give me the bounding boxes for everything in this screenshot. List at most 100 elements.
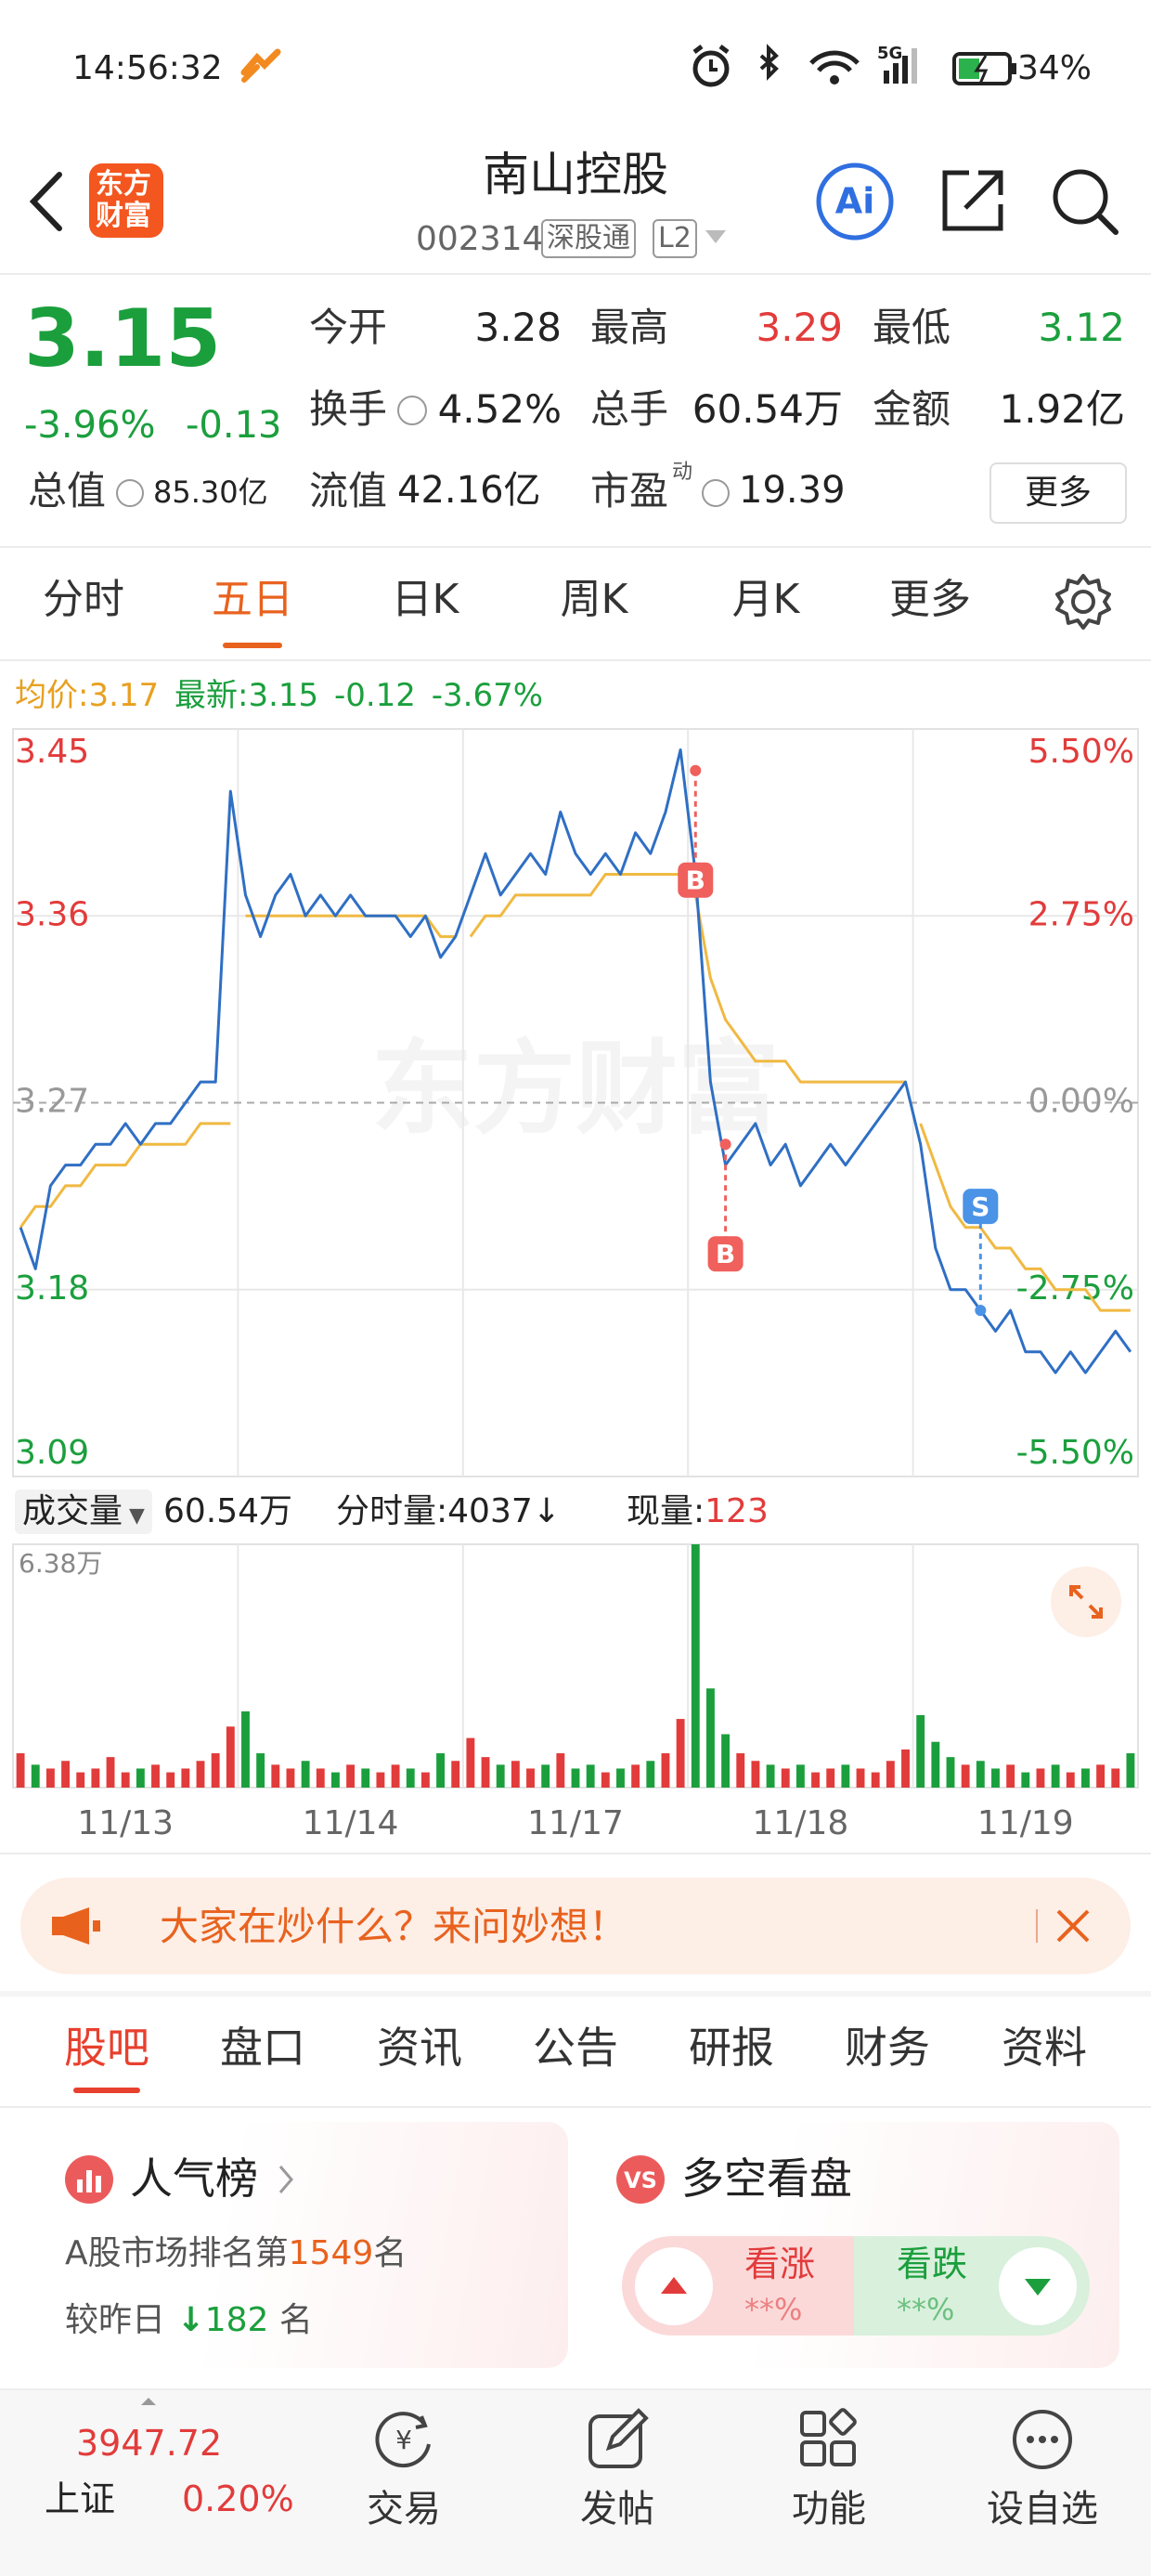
latest-label: 最新: xyxy=(174,677,249,714)
volume-bar xyxy=(691,1544,700,1788)
volume-bar xyxy=(841,1764,850,1788)
volume-bar xyxy=(826,1768,835,1788)
current-volume-value: 123 xyxy=(705,1492,769,1530)
volume-bar xyxy=(61,1761,71,1788)
stat-value: 60.54万 xyxy=(692,386,843,432)
index-name[interactable]: 上证 xyxy=(45,2478,116,2519)
content-tab[interactable]: 公告 xyxy=(533,2023,618,2073)
nav-item[interactable]: 功能 xyxy=(792,2488,866,2530)
divider xyxy=(0,2106,1151,2108)
volume-bar xyxy=(751,1761,760,1788)
latest-change: -0.12 xyxy=(333,677,416,714)
status-icons: 5G xyxy=(692,44,1016,87)
nav-item[interactable]: 发帖 xyxy=(580,2488,654,2530)
volume-bar xyxy=(526,1768,535,1788)
period-tab[interactable]: 五日 xyxy=(212,576,293,623)
content-tab[interactable]: 资料 xyxy=(1002,2023,1087,2073)
popularity-card[interactable]: 人气榜 A股市场排名第1549名 较昨日 ↓182 名 xyxy=(39,2122,568,2368)
volume-bar xyxy=(391,1764,400,1788)
index-value[interactable]: 3947.72 xyxy=(76,2423,223,2464)
period-tab[interactable]: 更多 xyxy=(889,576,971,623)
volume-selector[interactable]: 成交量 ▼ xyxy=(15,1490,152,1534)
divider xyxy=(0,273,1151,275)
volume-bar xyxy=(420,1772,430,1788)
latest-change-pct: -3.67% xyxy=(431,677,544,714)
bull-button xyxy=(635,2247,713,2325)
volume-bar xyxy=(271,1764,280,1788)
nav-item[interactable]: 设自选 xyxy=(987,2488,1098,2530)
avg-label: 均价: xyxy=(15,677,89,714)
volume-bar xyxy=(226,1726,235,1788)
content-tab[interactable]: 财务 xyxy=(845,2023,930,2073)
y-tick-label: 3.45 xyxy=(15,733,89,771)
marker-badge xyxy=(707,1236,744,1272)
volume-bar xyxy=(616,1768,625,1788)
last-price: 3.15 xyxy=(24,293,222,385)
marker-label: S xyxy=(971,1191,989,1222)
settings-button[interactable] xyxy=(1054,572,1113,631)
stat-value: 4.52% xyxy=(437,386,562,432)
volume-bar xyxy=(631,1764,640,1788)
marker-dot xyxy=(690,764,702,776)
logo-text: 东方 xyxy=(96,168,151,201)
content-tab[interactable]: 盘口 xyxy=(220,2023,305,2073)
volume-bar xyxy=(676,1719,685,1788)
ask-banner[interactable]: 大家在炒什么？来问妙想！ xyxy=(20,1878,1131,1974)
back-button[interactable] xyxy=(24,169,71,234)
content-tab[interactable]: 研报 xyxy=(689,2023,774,2073)
tick-volume: 分时量:4037↓ xyxy=(336,1495,561,1529)
period-tab[interactable]: 周K xyxy=(560,576,628,623)
rank-change-suffix: 名 xyxy=(278,2301,313,2339)
ai-button[interactable]: Ai xyxy=(813,160,897,243)
plot-frame xyxy=(12,1543,1139,1789)
volume-bar xyxy=(1051,1764,1060,1788)
y-tick-label: 3.27 xyxy=(15,1083,89,1121)
stat-value: 3.29 xyxy=(756,305,843,350)
volume-bar xyxy=(376,1772,385,1788)
marker-dot xyxy=(719,1138,731,1151)
chevron xyxy=(278,2166,293,2193)
rank-change-value: 182 xyxy=(204,2301,269,2339)
y2-tick-label: 5.50% xyxy=(1028,733,1134,771)
volume-bar xyxy=(481,1757,490,1788)
function-icon xyxy=(800,2408,857,2466)
volume-selector-label: 成交量 xyxy=(22,1492,123,1530)
content-tab[interactable]: 资讯 xyxy=(377,2023,462,2073)
info-icon xyxy=(702,479,730,507)
volume-bar xyxy=(361,1768,370,1788)
volume-bar xyxy=(646,1761,655,1788)
app-logo[interactable]: 东方 财富 xyxy=(89,163,163,238)
banner-close[interactable] xyxy=(1053,1906,1093,1946)
dropdown-arrow[interactable] xyxy=(704,228,728,247)
index-change[interactable]: 0.20% xyxy=(182,2478,294,2519)
chart-info: 均价:3.17 最新:3.15 -0.12 -3.67% xyxy=(15,680,543,711)
stat-value: 19.39 xyxy=(739,469,846,512)
volume-bar xyxy=(136,1768,145,1788)
volume-bar xyxy=(991,1768,1000,1788)
volume-bar xyxy=(330,1772,340,1788)
nav-item[interactable]: 交易 xyxy=(367,2488,441,2530)
stat-label: 总手 xyxy=(590,386,669,432)
sentiment-card[interactable]: VS 多空看盘 看涨 **% 看跌 **% xyxy=(590,2122,1119,2368)
share-button[interactable] xyxy=(938,165,1008,236)
period-tab[interactable]: 日K xyxy=(391,576,459,623)
search-button[interactable] xyxy=(1049,165,1123,240)
volume-bar xyxy=(661,1753,670,1788)
megaphone-icon xyxy=(52,1907,100,1945)
more-button[interactable]: 更多 xyxy=(989,462,1127,524)
expand-button[interactable] xyxy=(1049,1565,1123,1639)
content-tab[interactable]: 股吧 xyxy=(64,2023,149,2073)
rank-suffix: 名 xyxy=(373,2234,407,2272)
period-tab[interactable]: 分时 xyxy=(43,576,124,623)
volume-bar xyxy=(211,1753,220,1788)
period-tab[interactable]: 月K xyxy=(731,576,800,623)
volume-bar xyxy=(76,1772,85,1788)
banner-divider xyxy=(1036,1909,1038,1943)
volume-bar xyxy=(946,1757,955,1788)
stat-label: 换手 xyxy=(309,386,388,432)
volume-bar xyxy=(45,1768,55,1788)
y2-tick-label: 2.75% xyxy=(1028,895,1134,933)
volume-bar xyxy=(781,1768,790,1788)
svg-text:¥: ¥ xyxy=(395,2425,412,2455)
volume-total: 60.54万 xyxy=(163,1492,293,1530)
